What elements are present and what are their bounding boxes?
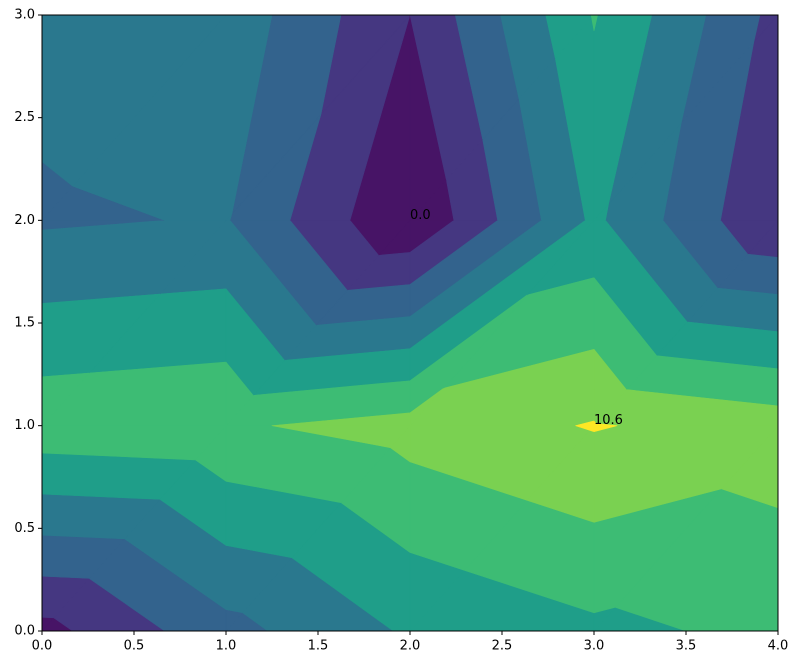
- contour-band: [593, 420, 597, 426]
- y-tick-label: 0.0: [14, 624, 35, 639]
- y-tick-label: 0.5: [14, 521, 35, 536]
- contour-band: [409, 388, 444, 426]
- y-tick-label: 2.0: [14, 213, 35, 228]
- contour-band: [225, 361, 254, 426]
- annotation: 10.6: [594, 413, 623, 428]
- y-tick-label: 2.5: [14, 110, 35, 125]
- plot-area: [41, 14, 779, 632]
- annotation: 0.0: [410, 208, 431, 223]
- x-tick-label: 1.5: [308, 639, 329, 654]
- y-tick-label: 1.5: [14, 316, 35, 331]
- x-tick-label: 0.5: [124, 639, 145, 654]
- x-tick-label: 3.5: [676, 639, 697, 654]
- x-tick-label: 3.0: [584, 639, 605, 654]
- x-tick-label: 4.0: [768, 639, 789, 654]
- x-tick-label: 0.0: [32, 639, 53, 654]
- x-tick-label: 2.5: [492, 639, 513, 654]
- y-tick-label: 3.0: [14, 8, 35, 23]
- x-tick-label: 2.0: [400, 639, 421, 654]
- x-tick-label: 1.0: [216, 639, 237, 654]
- y-tick-label: 1.0: [14, 418, 35, 433]
